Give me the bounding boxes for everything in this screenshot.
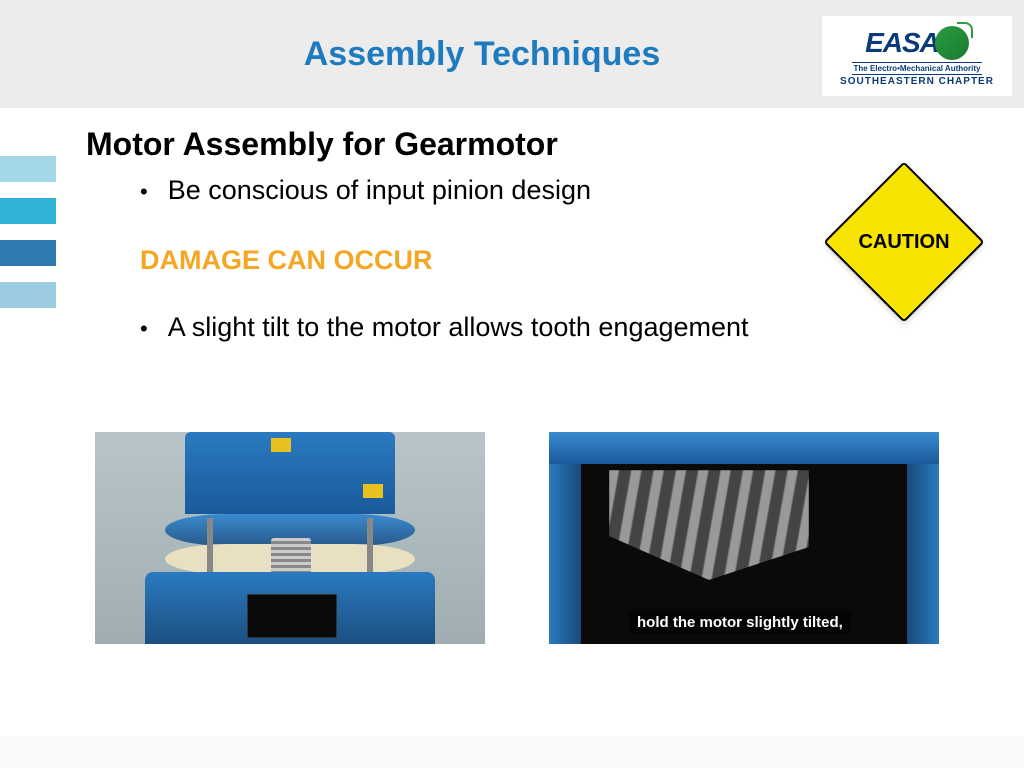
logo-text: EASA (865, 27, 939, 59)
caution-label: CAUTION (858, 231, 949, 254)
photo-2-caption: hold the motor slightly tilted, (629, 611, 851, 634)
caution-sign: CAUTION (824, 162, 984, 322)
bullet-dot-icon: • (140, 175, 148, 209)
assembly-photo-2: hold the motor slightly tilted, (549, 432, 939, 644)
easa-logo: EASA The Electro•Mechanical Authority SO… (822, 16, 1012, 96)
bullet-1-text: Be conscious of input pinion design (168, 175, 591, 206)
logo-tagline: The Electro•Mechanical Authority (852, 62, 983, 75)
assembly-photo-1 (95, 432, 485, 644)
footer-strip (0, 736, 1024, 768)
logo-top-row: EASA (865, 26, 969, 60)
section-title: Motor Assembly for Gearmotor (86, 126, 1024, 163)
logo-chapter: SOUTHEASTERN CHAPTER (840, 76, 994, 87)
images-row: hold the motor slightly tilted, (0, 432, 1024, 644)
bullet-2-text: A slight tilt to the motor allows tooth … (168, 312, 749, 343)
slide-header: Assembly Techniques EASA The Electro•Mec… (0, 0, 1024, 108)
bullet-dot-icon: • (140, 312, 148, 346)
slide-title: Assembly Techniques (304, 35, 661, 74)
logo-globe-icon (935, 26, 969, 60)
